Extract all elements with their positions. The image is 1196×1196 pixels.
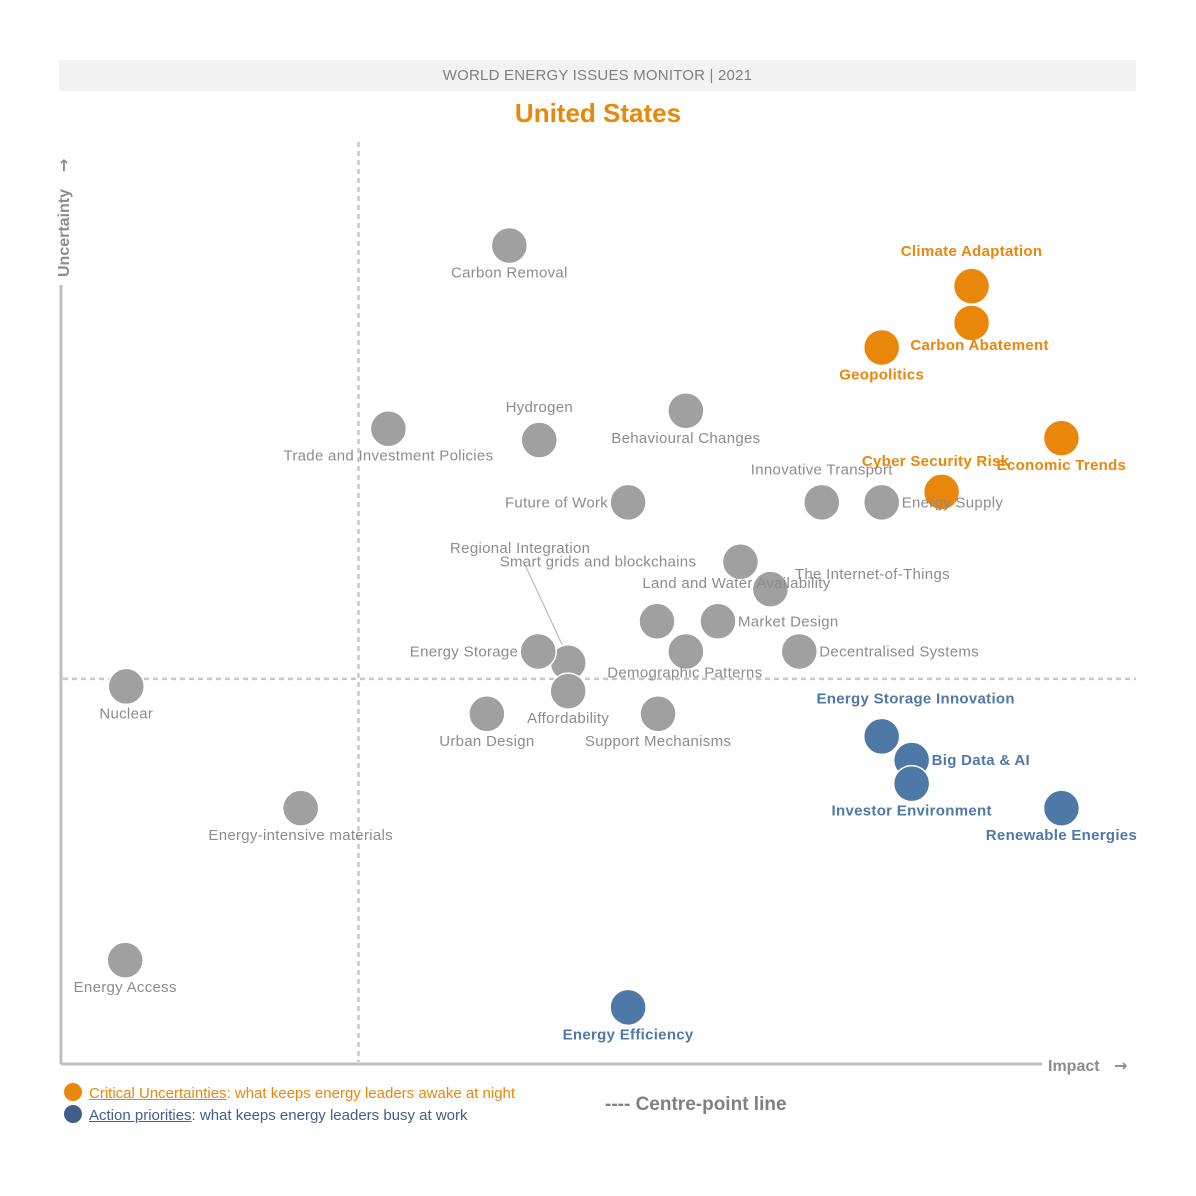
data-point: [862, 483, 901, 522]
data-point: [490, 226, 529, 265]
legend-action-dot: [64, 1105, 82, 1123]
legend-critical-text: : what keeps energy leaders awake at nig…: [226, 1085, 516, 1102]
data-label: Big Data & AI: [932, 752, 1030, 769]
data-label: Investor Environment: [832, 803, 992, 820]
data-point: [667, 632, 705, 671]
data-point: [803, 483, 841, 522]
data-point: [369, 409, 408, 448]
data-point: [520, 421, 559, 459]
label-leader-lines: [522, 560, 563, 646]
data-label: Market Design: [738, 613, 839, 630]
data-label: Carbon Removal: [451, 265, 568, 282]
data-point: [892, 764, 931, 803]
data-point: [107, 667, 146, 706]
data-label: Affordability: [527, 710, 609, 727]
axes: Uncertainty → Impact →: [54, 159, 1127, 1075]
centre-point-line-note: ---- Centre-point line: [605, 1094, 787, 1115]
data-label: Renewable Energies: [986, 827, 1137, 844]
legend-action-text: : what keeps energy leaders busy at work: [191, 1107, 468, 1124]
data-point: [468, 695, 506, 733]
data-point: [721, 543, 760, 581]
legend-critical-key[interactable]: Critical Uncertainties: [89, 1085, 227, 1102]
data-label: Trade and Investment Policies: [283, 448, 493, 465]
legend-critical-uncertainties: Critical Uncertainties: what keeps energ…: [64, 1083, 515, 1102]
data-label: Decentralised Systems: [819, 643, 979, 660]
data-label: Climate Adaptation: [901, 243, 1043, 260]
data-label: Hydrogen: [506, 399, 573, 416]
data-points: [106, 226, 1081, 1027]
data-point: [952, 304, 991, 342]
data-label: Demographic Patterns: [607, 664, 762, 681]
y-axis-label: Uncertainty: [56, 189, 73, 277]
data-point: [1042, 419, 1081, 457]
data-point: [667, 392, 705, 430]
data-point: [952, 267, 991, 305]
data-point: [549, 672, 587, 710]
data-point: [106, 941, 144, 979]
legend-critical-dot: [64, 1083, 82, 1101]
data-label: Energy Storage Innovation: [817, 690, 1015, 707]
data-label: Economic Trends: [997, 457, 1127, 474]
data-point: [922, 473, 961, 511]
data-point: [862, 328, 901, 367]
data-label: Behavioural Changes: [611, 430, 760, 447]
data-point: [638, 602, 676, 641]
legend-action-priorities: Action priorities: what keeps energy lea…: [64, 1105, 468, 1124]
x-axis-arrow: →: [1114, 1056, 1127, 1075]
data-label: Geopolitics: [839, 367, 924, 384]
data-label: Urban Design: [439, 733, 534, 750]
report-banner: WORLD ENERGY ISSUES MONITOR | 2021: [59, 60, 1136, 91]
legend-action-key[interactable]: Action priorities: [89, 1107, 192, 1124]
y-axis-arrow: →: [54, 159, 73, 172]
data-label: Cyber Security Risk: [862, 453, 1010, 470]
leader-line: [522, 560, 563, 646]
data-label: Energy-intensive materials: [208, 827, 393, 844]
data-point: [780, 632, 819, 671]
x-axis-label: Impact: [1048, 1058, 1100, 1075]
data-labels: Carbon Removal Climate Adaptation Carbon A…: [74, 243, 1137, 1043]
data-point: [609, 988, 647, 1027]
chart-title: United States: [514, 98, 682, 128]
data-point: [281, 789, 320, 827]
centre-point-lines: [63, 142, 1136, 1062]
data-label: Energy Efficiency: [563, 1026, 694, 1043]
data-label: The Internet-of-Things: [795, 566, 950, 583]
data-label: Smart grids and blockchains: [500, 553, 697, 570]
data-label: Land and Water Availability: [642, 575, 830, 592]
data-label: Future of Work: [505, 494, 608, 511]
data-label: Nuclear: [99, 705, 153, 722]
data-label: Innovative Transport: [751, 461, 893, 478]
data-point: [639, 695, 677, 733]
data-point: [1042, 789, 1081, 827]
data-point: [862, 717, 901, 756]
data-label: Support Mechanisms: [585, 733, 731, 750]
data-label: Carbon Abatement: [910, 337, 1048, 354]
data-label: Regional Integration: [450, 540, 590, 557]
data-point: [609, 483, 647, 522]
data-point: [519, 632, 557, 671]
data-label: Energy Storage: [410, 643, 518, 660]
data-label: Energy Access: [74, 979, 177, 996]
data-point: [751, 570, 790, 608]
data-point: [699, 602, 737, 641]
data-label: Energy Supply: [902, 494, 1004, 511]
